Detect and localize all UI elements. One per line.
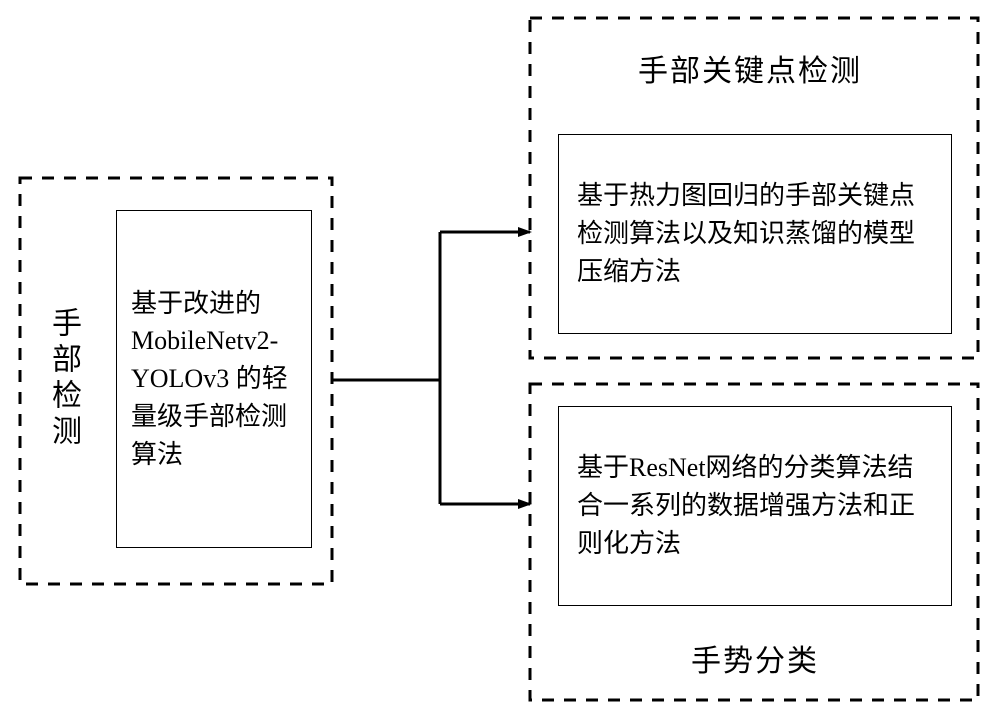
gesture-classification-label: 手势分类 [660,630,850,686]
hand-detection-label: 手部检测 [38,254,88,504]
gesture-classification-text: 基于ResNet网络的分类算法结合一系列的数据增强方法和正则化方法 [577,449,933,562]
hand-detection-inner: 基于改进的MobileNetv2-YOLOv3 的轻量级手部检测算法 [116,210,312,548]
keypoint-detection-text: 基于热力图回归的手部关键点检测算法以及知识蒸馏的模型压缩方法 [577,177,933,290]
gesture-classification-inner: 基于ResNet网络的分类算法结合一系列的数据增强方法和正则化方法 [558,406,952,606]
keypoint-detection-label: 手部关键点检测 [600,40,900,96]
hand-detection-text: 基于改进的MobileNetv2-YOLOv3 的轻量级手部检测算法 [131,285,297,473]
keypoint-detection-inner: 基于热力图回归的手部关键点检测算法以及知识蒸馏的模型压缩方法 [558,134,952,334]
